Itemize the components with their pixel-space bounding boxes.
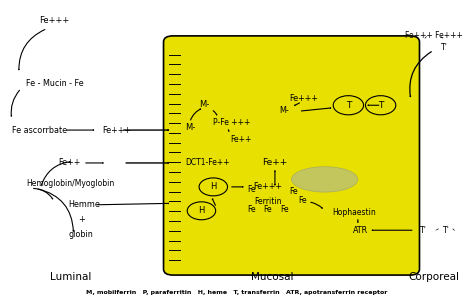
Text: Luminal: Luminal [50,271,92,282]
Text: Fe: Fe [280,205,289,214]
Text: M-: M- [280,106,289,115]
Text: Hemme: Hemme [69,200,100,209]
Text: H: H [198,206,205,215]
Text: M-: M- [185,123,195,132]
Text: Hophaestin: Hophaestin [332,208,375,217]
Text: Fe ascorrbate: Fe ascorrbate [12,126,67,135]
Text: Hemoglobin/Myoglobin: Hemoglobin/Myoglobin [26,179,114,188]
Text: ATR: ATR [353,226,368,235]
Text: Mucosal: Mucosal [251,271,294,282]
Text: Fe+++: Fe+++ [39,16,70,25]
Text: Fe - Mucin - Fe: Fe - Mucin - Fe [26,79,84,88]
Text: globin: globin [69,230,93,239]
Text: Fe: Fe [247,185,255,194]
Text: Corporeal: Corporeal [408,271,459,282]
Text: Fe++: Fe++ [230,135,251,144]
Text: DCT1-Fe++: DCT1-Fe++ [185,158,229,167]
Circle shape [365,96,396,115]
Circle shape [199,178,228,196]
Text: Fe++: Fe++ [262,158,288,167]
Text: Fe+++: Fe+++ [289,94,318,103]
Text: T': T' [419,226,427,235]
FancyBboxPatch shape [164,36,419,275]
Text: T': T' [442,226,449,235]
Text: Ferritin: Ferritin [254,197,282,206]
Text: +: + [78,215,85,224]
Text: Fe+++: Fe+++ [102,126,131,135]
Circle shape [333,96,364,115]
Text: T: T [346,101,351,110]
Text: M-: M- [199,100,210,109]
Text: Fe+++ Fe+++: Fe+++ Fe+++ [405,31,463,40]
Text: Fe+++: Fe+++ [254,182,283,191]
Text: Fe: Fe [247,205,255,214]
Text: Fe: Fe [264,205,272,214]
Text: P-Fe +++: P-Fe +++ [213,118,251,127]
Text: Fe: Fe [290,187,298,196]
Text: H: H [210,182,217,191]
Text: T: T [378,101,383,110]
Text: T': T' [440,43,447,52]
Ellipse shape [292,167,358,192]
Text: M, mobilferrin   P, paraferritin   H, heme   T, transferrin   ATR, apotransferri: M, mobilferrin P, paraferritin H, heme T… [86,290,388,295]
Circle shape [187,202,216,220]
Text: Fe++: Fe++ [58,158,81,167]
Text: Fe: Fe [299,196,307,205]
